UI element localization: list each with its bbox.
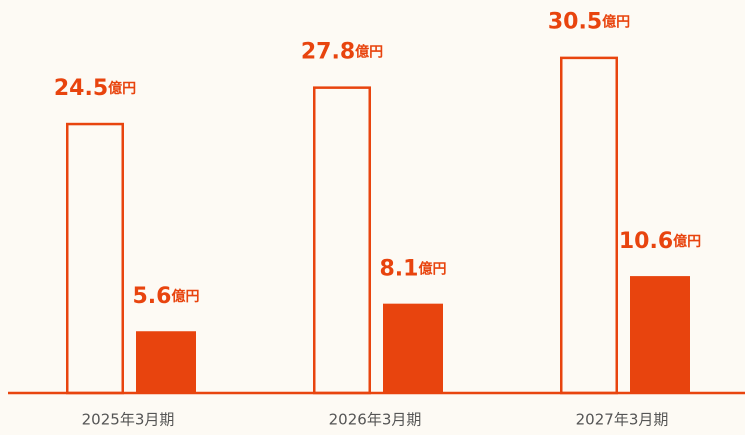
x-tick-label: 2026年3月期: [329, 411, 422, 429]
bar: [313, 86, 371, 395]
value-label: 5.6億円: [133, 284, 200, 309]
bar: [630, 276, 690, 393]
x-tick-label: 2025年3月期: [82, 411, 175, 429]
value-label: 8.1億円: [380, 257, 447, 282]
bar: [136, 331, 196, 393]
bar: [560, 56, 618, 395]
value-label: 27.8億円: [301, 39, 383, 64]
x-tick-label: 2027年3月期: [576, 411, 669, 429]
value-label: 10.6億円: [619, 229, 701, 254]
bar: [66, 122, 124, 395]
value-label: 30.5億円: [548, 10, 630, 35]
bar: [383, 303, 443, 393]
value-label: 24.5億円: [54, 76, 136, 101]
